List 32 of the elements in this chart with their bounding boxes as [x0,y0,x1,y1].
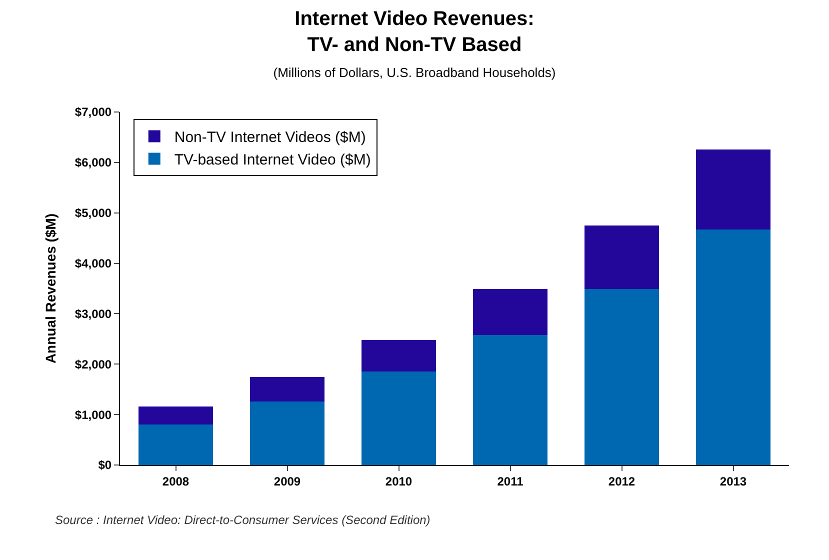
bar [472,334,548,465]
bar [250,401,325,465]
chart-title: Internet Video Revenues: TV- and Non-TV Based [294,8,534,56]
y-tick-label: $5,000 [74,206,112,220]
x-tick-label: 2009 [274,474,301,488]
x-tick-label: 2008 [162,474,190,488]
legend-label: Non-TV Internet Videos ($M) [174,129,366,146]
y-tick-label: $7,000 [74,105,112,120]
bar [696,230,771,465]
x-tick-label: 2012 [608,474,636,488]
bar [472,289,548,335]
x-tick-label: 2010 [385,474,412,488]
bar [361,340,436,372]
y-tick-label: $6,000 [74,156,112,170]
y-tick-label: $3,000 [74,306,112,321]
bar [696,149,771,230]
y-tick-label: $0 [98,458,112,472]
bar [361,372,436,465]
y-tick-label: $4,000 [74,256,112,270]
bar [584,225,660,289]
chart-subtitle: (Millions of Dollars, U.S. Broadband Households) [273,65,556,80]
y-tick-label: $1,000 [74,408,112,422]
legend-label: TV-based Internet Video ($M) [174,152,371,169]
source-note: Source : Internet Video: Direct-to-Consumer Services (Second Edition) [55,513,430,527]
bar [250,376,325,402]
y-axis-title: Annual Revenues ($M) [42,213,58,364]
y-tick-label: $2,000 [74,357,112,372]
x-tick-label: 2013 [720,474,747,488]
bar [584,289,660,465]
bar [138,424,214,465]
bar [138,406,214,425]
x-tick-label: 2011 [497,474,524,488]
